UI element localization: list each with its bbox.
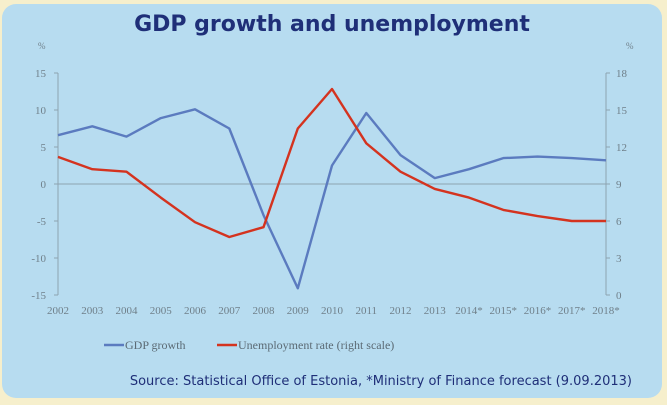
left-tick-label: 15 — [35, 68, 47, 80]
right-tick-label: 0 — [616, 290, 622, 302]
x-tick-label: 2002 — [47, 305, 69, 317]
right-tick-label: 12 — [616, 142, 627, 154]
x-tick-label: 2016* — [524, 305, 552, 317]
left-tick-label: 5 — [41, 142, 47, 154]
chart-title: GDP growth and unemployment — [134, 12, 530, 37]
x-tick-label: 2017* — [558, 305, 586, 317]
x-tick-label: 2005 — [150, 305, 173, 317]
x-tick-label: 2004 — [116, 305, 139, 317]
x-tick-label: 2018* — [592, 305, 620, 317]
right-tick-label: 6 — [616, 216, 622, 228]
chart-panel: GDP growth and unemployment Source: Stat… — [2, 4, 662, 398]
left-tick-label: -10 — [31, 253, 46, 265]
x-tick-label: 2010 — [321, 305, 344, 317]
left-tick-label: 10 — [35, 105, 47, 117]
left-tick-label: -15 — [31, 290, 46, 302]
x-tick-label: 2013 — [424, 305, 447, 317]
x-tick-label: 2003 — [81, 305, 104, 317]
x-tick-label: 2014* — [455, 305, 483, 317]
right-tick-label: 15 — [616, 105, 628, 117]
right-unit-label: % — [626, 41, 634, 51]
source-note: Source: Statistical Office of Estonia, *… — [129, 374, 632, 389]
x-tick-label: 2006 — [184, 305, 207, 317]
x-tick-label: 2008 — [253, 305, 276, 317]
legend-label: Unemployment rate (right scale) — [238, 338, 394, 352]
series-line-unemployment-rate — [57, 87, 606, 239]
x-tick-label: 2009 — [287, 305, 310, 317]
x-tick-label: 2012 — [390, 305, 412, 317]
right-tick-label: 18 — [616, 68, 628, 80]
series-line-gdp-growth — [57, 108, 607, 290]
left-tick-label: 0 — [41, 179, 47, 191]
left-unit-label: % — [38, 41, 46, 51]
left-tick-label: -5 — [37, 216, 47, 228]
right-tick-label: 9 — [616, 179, 622, 191]
x-tick-label: 2007 — [218, 305, 241, 317]
legend-label: GDP growth — [125, 338, 186, 352]
right-tick-label: 3 — [616, 253, 622, 265]
x-tick-label: 2015* — [490, 305, 518, 317]
x-tick-label: 2011 — [355, 305, 377, 317]
